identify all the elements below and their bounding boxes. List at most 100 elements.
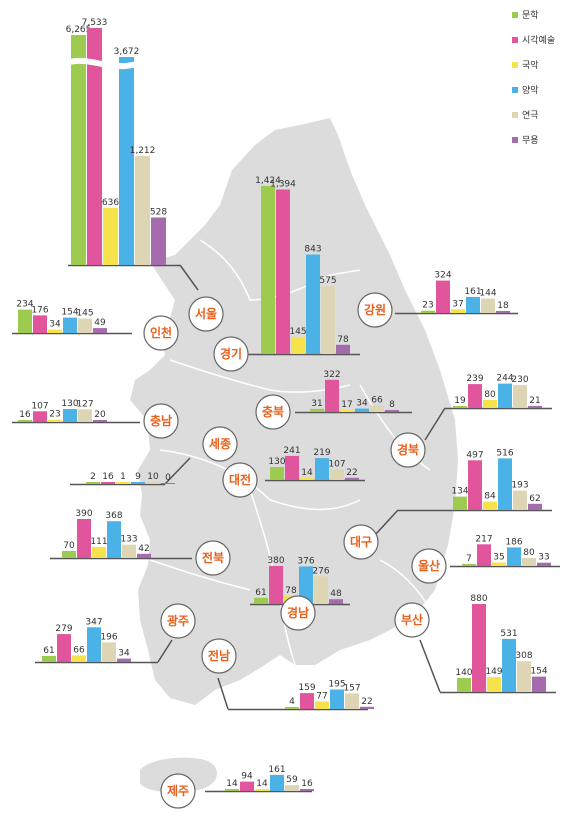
value-label-5-4: 66 — [371, 395, 383, 405]
value-label-15-3: 195 — [328, 680, 345, 690]
bar-11-5 — [329, 599, 343, 604]
bar-15-1 — [300, 693, 314, 709]
bar-3-4 — [481, 298, 495, 313]
bar-12-5 — [537, 562, 551, 566]
value-label-1-4: 575 — [319, 276, 336, 286]
value-label-14-2: 149 — [485, 667, 502, 677]
connector-line — [157, 639, 173, 663]
legend-label-4: 연극 — [522, 110, 539, 121]
region-badge — [411, 548, 447, 584]
bar-0-5 — [151, 217, 166, 265]
value-label-5-0: 31 — [311, 399, 322, 409]
bar-4-1 — [33, 411, 47, 422]
region-badge — [390, 432, 426, 468]
bar-2-3 — [63, 317, 77, 333]
bar-1-1 — [276, 189, 290, 354]
value-label-14-1: 880 — [470, 594, 487, 604]
value-label-11-1: 380 — [267, 556, 284, 566]
bar-12-0 — [462, 564, 476, 566]
value-label-6-4: 10 — [147, 472, 159, 482]
value-label-3-3: 161 — [464, 287, 481, 297]
region-badge — [255, 394, 291, 430]
region-name: 광주 — [167, 613, 189, 628]
connector-line — [217, 677, 229, 710]
region-badge — [343, 524, 379, 560]
value-label-2-1: 176 — [31, 305, 48, 315]
region-name: 울산 — [418, 558, 440, 573]
value-label-6-1: 16 — [102, 472, 114, 482]
bar-14-4 — [517, 661, 531, 692]
bar-2-1 — [33, 315, 47, 333]
value-label-6-0: 2 — [90, 472, 96, 482]
region-name: 충남 — [150, 413, 172, 428]
value-label-9-4: 193 — [511, 481, 528, 491]
bar-15-2 — [315, 701, 329, 709]
value-label-15-1: 159 — [298, 683, 315, 693]
bar-0-3 — [119, 57, 134, 265]
connector-line — [164, 457, 191, 485]
legend-swatch-4 — [512, 112, 518, 118]
bar-7-3 — [315, 458, 329, 480]
region-badge — [202, 426, 238, 462]
value-label-9-5: 62 — [529, 494, 540, 504]
value-label-1-0: 1,424 — [255, 176, 281, 186]
value-label-12-1: 217 — [475, 534, 492, 544]
bar-12-3 — [507, 547, 521, 566]
value-label-7-1: 241 — [283, 446, 300, 456]
region-badge — [143, 403, 179, 439]
bar-15-4 — [345, 693, 359, 709]
bar-5-4 — [370, 405, 384, 412]
value-label-15-0: 4 — [289, 697, 295, 707]
bar-7-4 — [330, 469, 344, 480]
bar-4-5 — [93, 420, 107, 422]
value-label-16-2: 14 — [256, 779, 268, 789]
bar-12-2 — [492, 562, 506, 566]
bar-8-4 — [513, 385, 527, 408]
legend-label-1: 시각예술 — [522, 34, 555, 46]
value-label-13-3: 347 — [85, 617, 102, 627]
region-name: 대구 — [350, 535, 372, 549]
value-label-13-5: 34 — [118, 649, 130, 659]
region-group-14: 140 880 149 531 308 154 부산 — [394, 594, 556, 694]
value-label-3-2: 37 — [452, 299, 463, 309]
bar-5-2 — [340, 410, 354, 412]
bar-5-5 — [385, 410, 399, 412]
bar-4-3 — [63, 409, 77, 422]
value-label-12-0: 7 — [466, 554, 472, 564]
region-group-5: 31 322 17 34 66 8 충북 — [255, 370, 412, 430]
connector-line — [424, 407, 446, 441]
bar-2-0 — [18, 309, 32, 333]
value-label-9-2: 84 — [484, 492, 496, 502]
bar-13-3 — [87, 627, 101, 662]
bar-10-2 — [92, 546, 106, 558]
legend-swatch-0 — [512, 12, 518, 18]
region-name: 세종 — [209, 436, 231, 451]
legend-swatch-2 — [512, 62, 518, 68]
bar-10-1 — [77, 519, 91, 558]
bar-6-0 — [86, 482, 100, 484]
value-label-12-2: 35 — [493, 553, 504, 563]
value-label-8-4: 230 — [511, 375, 528, 385]
value-label-16-4: 59 — [286, 775, 298, 785]
value-label-15-2: 77 — [316, 691, 327, 701]
value-label-13-0: 61 — [43, 646, 54, 656]
bar-10-5 — [137, 553, 151, 558]
value-label-2-5: 49 — [94, 318, 106, 328]
value-label-10-2: 111 — [90, 537, 107, 547]
bar-0-2 — [103, 207, 118, 265]
legend-label-0: 문학 — [522, 10, 539, 21]
region-name: 충북 — [262, 404, 284, 419]
bar-15-0 — [285, 707, 299, 709]
bar-9-5 — [528, 503, 542, 510]
bar-3-1 — [436, 280, 450, 313]
bar-14-5 — [532, 676, 546, 692]
bar-3-0 — [421, 310, 435, 313]
bar-1-2 — [291, 336, 305, 354]
bar-8-2 — [483, 400, 497, 408]
value-label-0-0: 6,265 — [66, 25, 92, 35]
